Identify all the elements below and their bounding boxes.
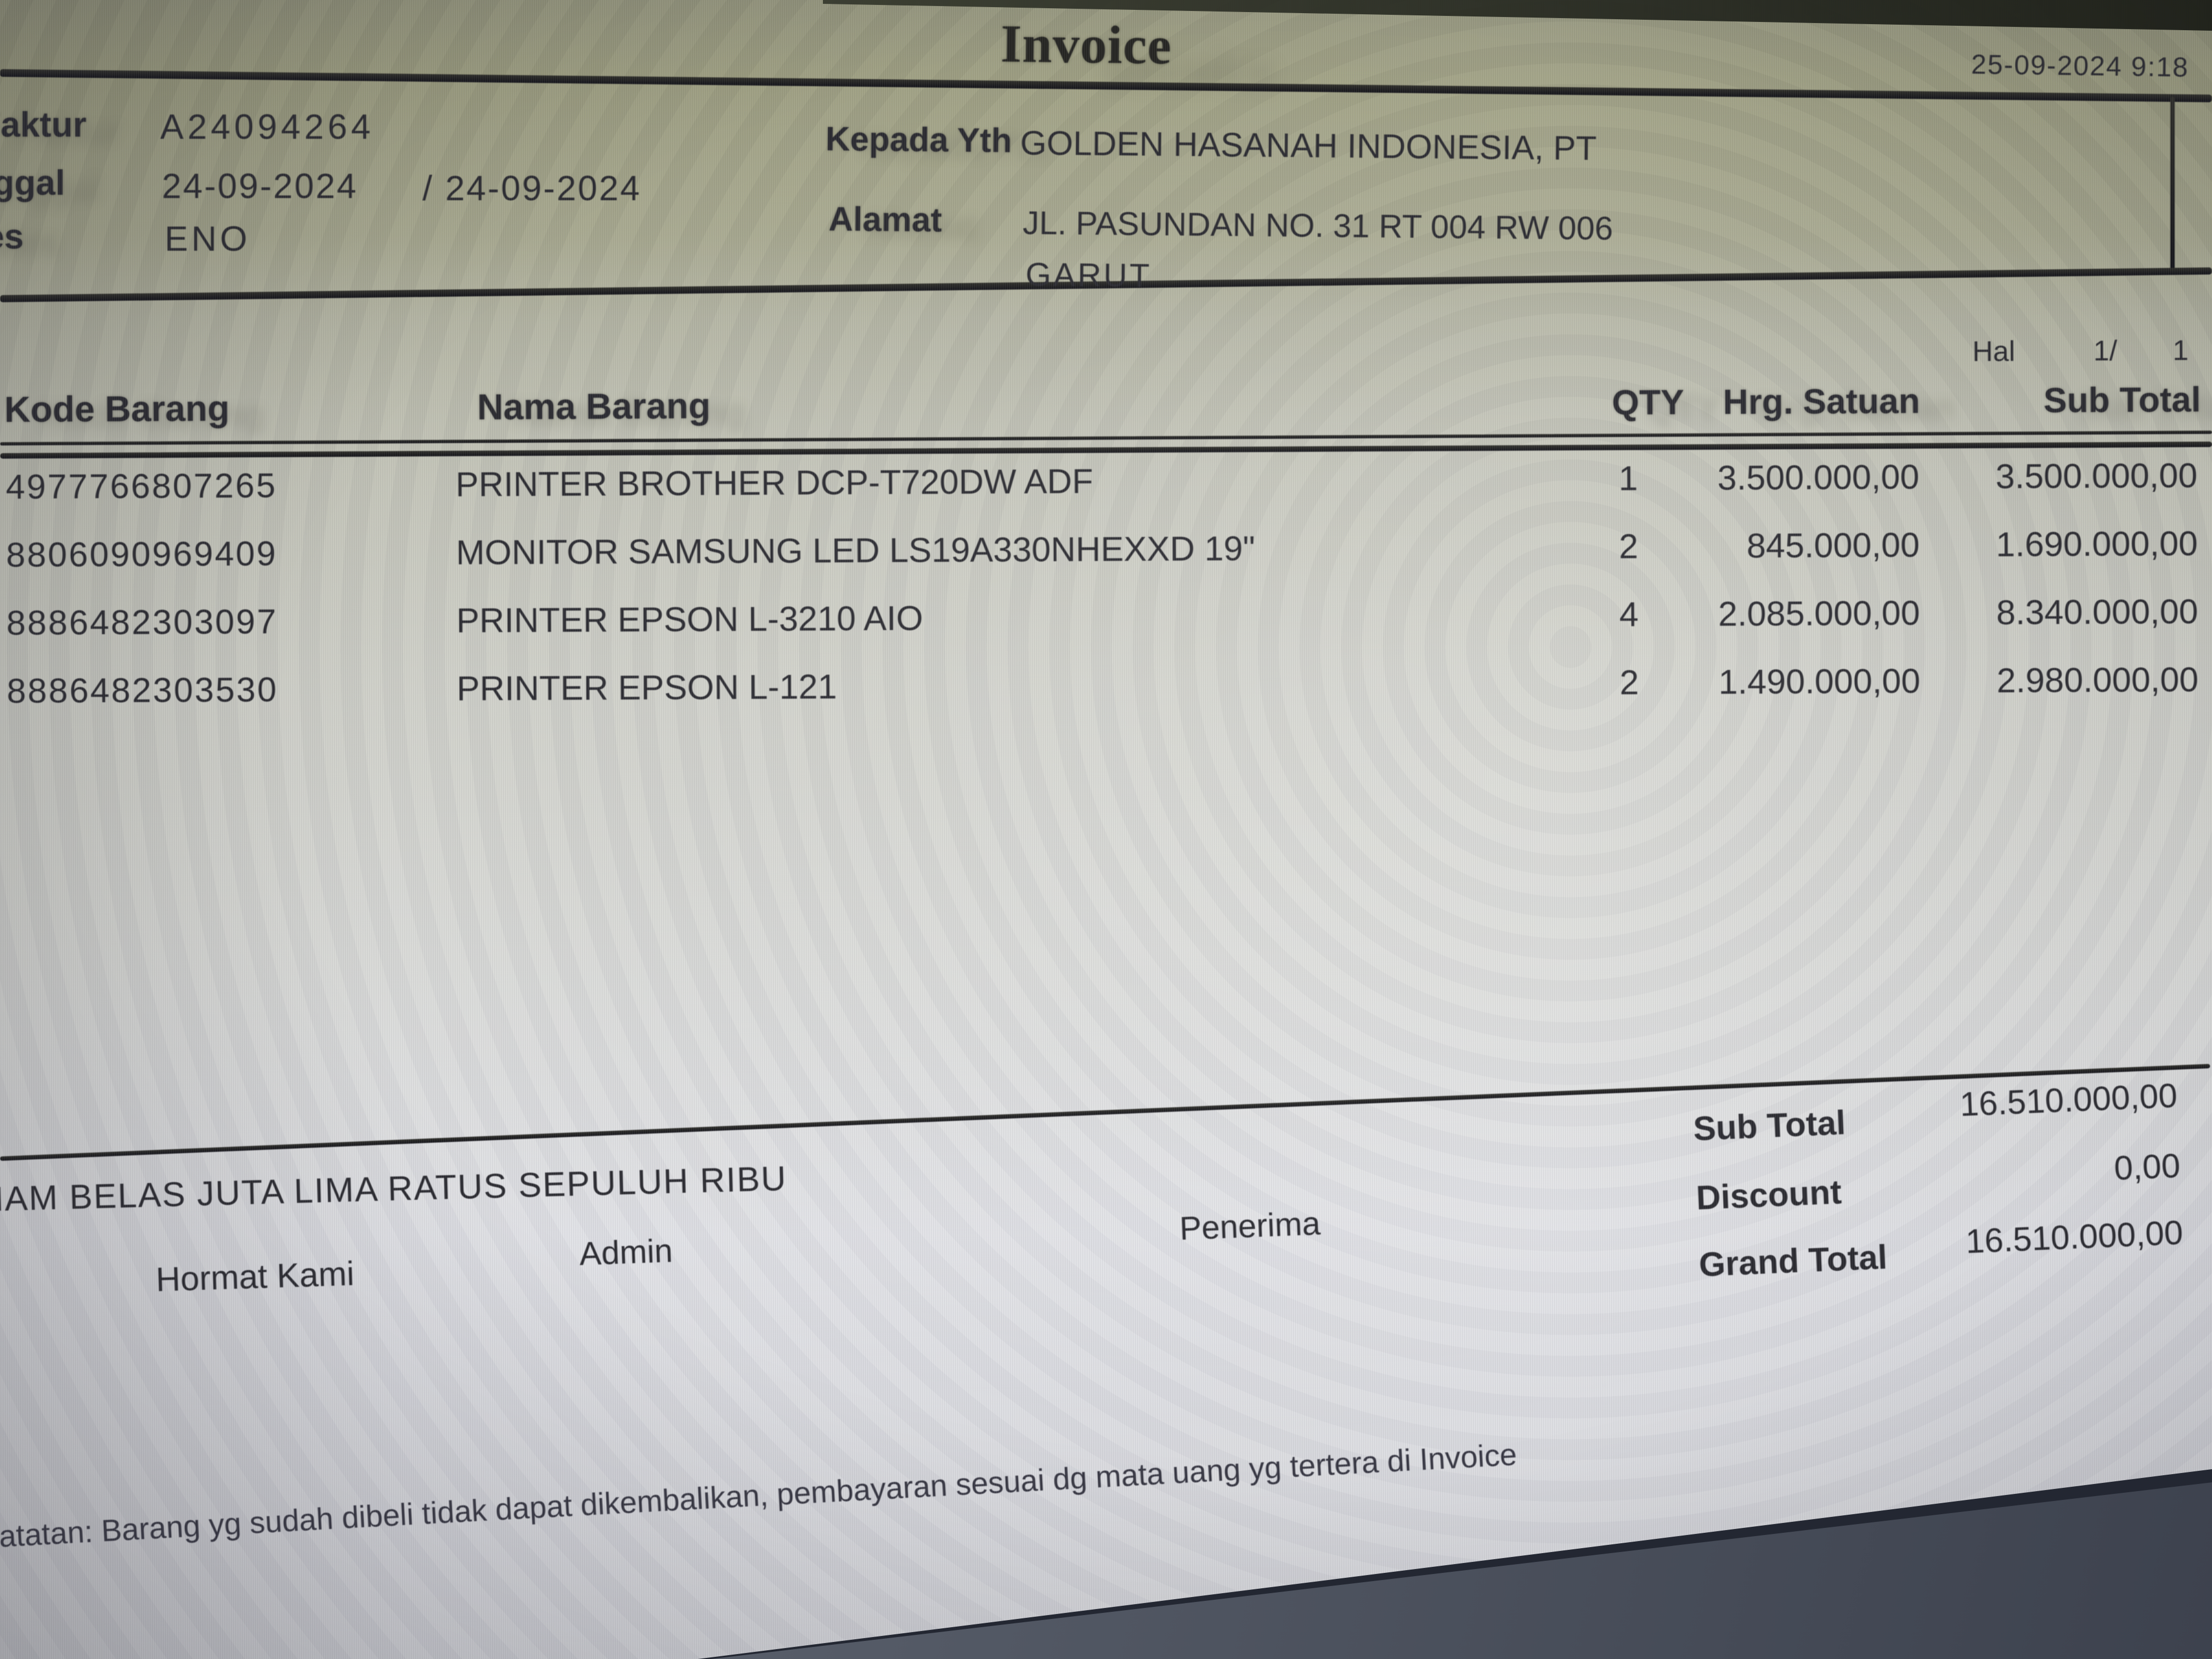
signature-admin: Admin	[578, 1232, 674, 1272]
tanggal-label: Tanggal	[0, 163, 65, 202]
faktur-label: Faktur	[0, 105, 87, 144]
tanggal-value-2: / 24-09-2024	[422, 168, 641, 208]
faktur-value: A24094264	[160, 107, 375, 146]
header-right-border	[2170, 97, 2175, 270]
grand-total-label: Grand Total	[1698, 1238, 1888, 1284]
sales-label: Sales	[0, 217, 24, 256]
signature-hormat-kami: Hormat Kami	[155, 1255, 355, 1299]
subtotal-label: Sub Total	[1692, 1104, 1847, 1148]
subtotal-value: 16.510.000,00	[1959, 1076, 2179, 1124]
tanggal-value: 24-09-2024	[162, 166, 358, 206]
sales-value: ENO	[165, 219, 251, 258]
grand-total-value: 16.510.000,00	[1965, 1214, 2184, 1261]
discount-label: Discount	[1695, 1173, 1843, 1217]
discount-value: 0,00	[2113, 1147, 2181, 1188]
totals-top-rule	[0, 1064, 2210, 1161]
signature-penerima: Penerima	[1178, 1205, 1321, 1247]
